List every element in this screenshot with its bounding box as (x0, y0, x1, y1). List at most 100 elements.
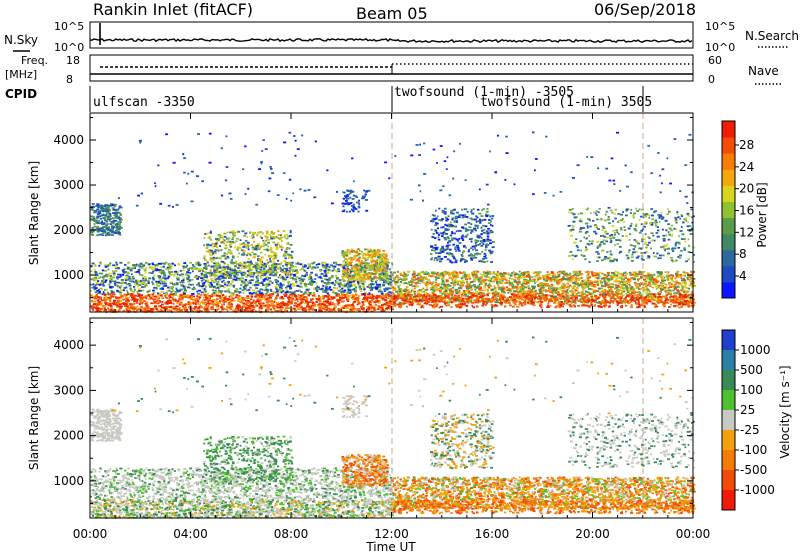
power-cell (323, 264, 327, 267)
power-cell (155, 287, 158, 290)
power-cell (354, 296, 359, 299)
power-cell (260, 296, 264, 298)
power-cell (91, 208, 94, 211)
power-cell (108, 277, 112, 280)
power-cell (355, 279, 358, 282)
power-cell (250, 302, 254, 304)
power-cell (166, 303, 169, 305)
power-cell (224, 299, 228, 302)
power-cell (373, 253, 376, 255)
power-cell (113, 293, 116, 296)
power-cell (331, 302, 334, 304)
power-cell (218, 257, 222, 260)
power-cell (139, 279, 143, 282)
freq-frame (89, 54, 694, 82)
power-cell (155, 280, 158, 283)
power-cell (106, 217, 110, 220)
power-cell (364, 295, 368, 298)
power-cell (335, 294, 338, 297)
power-cell (239, 287, 242, 290)
power-cell (231, 237, 234, 239)
power-cell (364, 253, 367, 256)
power-cell (223, 270, 227, 273)
power-cell (101, 221, 104, 224)
power-cell (194, 299, 197, 302)
power-cell (158, 294, 161, 297)
power-cell (322, 290, 325, 293)
power-cell (153, 300, 155, 302)
power-cell (186, 278, 190, 281)
power-cell (224, 267, 229, 270)
power-cell (201, 287, 203, 290)
power-cell (154, 298, 156, 301)
power-cell (182, 265, 185, 268)
power-cell (309, 277, 313, 280)
power-cell (580, 277, 583, 279)
power-cell (140, 289, 142, 292)
power-cell (254, 291, 258, 294)
power-cell (118, 305, 122, 308)
power-cell (125, 267, 128, 270)
power-cell (297, 298, 301, 301)
power-cell (114, 208, 117, 211)
power-cell (363, 261, 366, 263)
power-cell (251, 289, 255, 292)
power-cell (198, 306, 201, 308)
power-cell (327, 287, 331, 290)
power-cell (331, 275, 334, 278)
power-cell (275, 269, 277, 272)
power-cell (686, 290, 690, 293)
power-cell (251, 308, 255, 311)
power-cell (284, 263, 288, 266)
power-cell (220, 272, 223, 275)
power-cell (258, 260, 262, 263)
power-cell (201, 300, 204, 303)
power-cell (357, 309, 361, 311)
power-cell (333, 261, 335, 264)
power-cell (233, 275, 236, 278)
power-cell (217, 308, 220, 311)
power-cell (203, 308, 206, 311)
power-cell (346, 310, 349, 313)
power-cell (348, 263, 351, 266)
power-cell (241, 308, 244, 311)
power-cell (284, 250, 288, 253)
power-cell (293, 294, 297, 297)
power-cell (96, 228, 99, 231)
power-cell (527, 285, 530, 288)
power-cell (171, 262, 174, 265)
power-cell (367, 293, 370, 296)
power-cell (168, 286, 171, 288)
power-cell (139, 274, 143, 276)
power-cell (375, 270, 379, 272)
power-cell (106, 232, 109, 235)
power-cell (255, 275, 258, 278)
power-cell (284, 253, 288, 256)
power-cell (342, 273, 345, 275)
power-cell (270, 265, 274, 268)
power-cell (157, 280, 161, 283)
power-data-layer (90, 131, 696, 313)
power-cell (242, 277, 244, 280)
power-cell (341, 300, 344, 303)
power-cell (251, 231, 255, 234)
power-cell (334, 292, 338, 295)
power-cell (242, 235, 245, 238)
power-cell (240, 242, 244, 245)
power-cell (219, 267, 222, 269)
power-cell (317, 304, 320, 306)
power-cell (102, 213, 105, 216)
power-cell (227, 274, 231, 276)
power-cell (359, 287, 361, 290)
power-cell (361, 277, 364, 280)
power-cell (288, 267, 292, 269)
power-cell (290, 250, 294, 253)
power-cell (370, 254, 373, 257)
power-cell (496, 281, 498, 284)
power-cell (214, 265, 217, 268)
power-cell (368, 302, 371, 305)
power-cell (383, 253, 387, 256)
power-cell (193, 307, 196, 310)
power-cell (313, 293, 316, 296)
power-cell (310, 271, 314, 274)
